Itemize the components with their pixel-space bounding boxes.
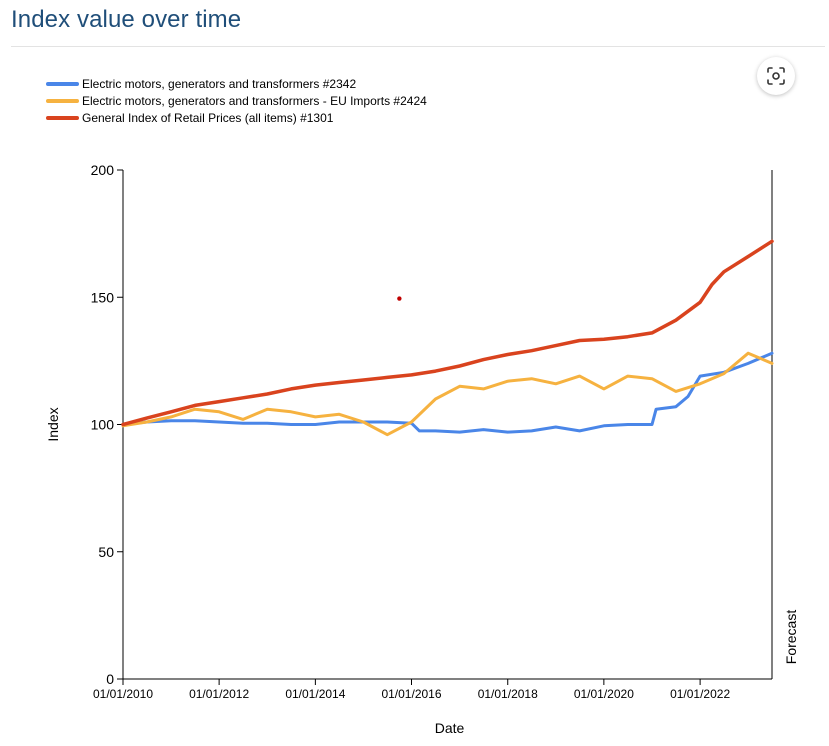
title-divider [11, 46, 825, 47]
page-title: Index value over time [11, 6, 242, 33]
series-line-3 [121, 239, 774, 427]
chart-annotations [397, 296, 402, 301]
x-tick-label-2010: 01/01/2010 [93, 687, 153, 701]
series-line-1 [121, 351, 774, 434]
series-line-2 [121, 351, 774, 437]
chart-axes: 0 50 100 150 200 01/01/2010 01/01/2012 01/01/20… [45, 162, 799, 736]
y-axis-label: Index [45, 407, 61, 441]
x-tick-label-2016: 01/01/2016 [381, 687, 441, 701]
x-tick-label-2022: 01/01/2022 [670, 687, 730, 701]
scan-button[interactable] [757, 57, 795, 95]
y-tick-label-150: 150 [91, 289, 115, 305]
y-tick-label-0: 0 [106, 671, 114, 687]
legend-label-2: Electric motors, generators and transfor… [82, 94, 427, 108]
chart-legend: Electric motors, generators and transfor… [46, 77, 427, 125]
annotation-point-1 [397, 296, 402, 301]
legend-label-1: Electric motors, generators and transfor… [82, 77, 356, 91]
chart-series [121, 239, 774, 437]
x-axis-label: Date [435, 720, 465, 736]
y-tick-label-100: 100 [91, 417, 115, 433]
x-tick-label-2018: 01/01/2018 [478, 687, 538, 701]
x-tick-label-2020: 01/01/2020 [574, 687, 634, 701]
x-tick-label-2014: 01/01/2014 [285, 687, 345, 701]
scan-icon [767, 67, 785, 85]
y-tick-label-50: 50 [98, 544, 114, 560]
x-tick-label-2012: 01/01/2012 [189, 687, 249, 701]
legend-label-3: General Index of Retail Prices (all item… [82, 111, 334, 125]
y-tick-label-200: 200 [91, 162, 115, 178]
forecast-label: Forecast [783, 610, 799, 665]
